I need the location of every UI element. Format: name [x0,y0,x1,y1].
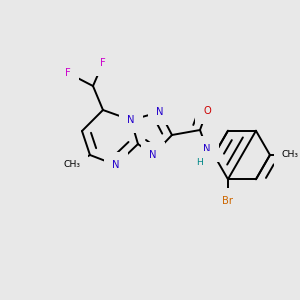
Text: Br: Br [223,196,233,206]
Text: N: N [156,107,164,117]
Text: N: N [203,144,211,154]
Text: F: F [100,58,106,68]
Text: N: N [112,160,120,170]
Text: O: O [203,106,211,116]
Text: N: N [149,150,157,160]
Text: N: N [127,115,135,125]
Text: CH₃: CH₃ [64,160,80,169]
Text: F: F [65,68,71,78]
Text: CH₃: CH₃ [281,151,298,160]
Text: H: H [196,158,203,167]
